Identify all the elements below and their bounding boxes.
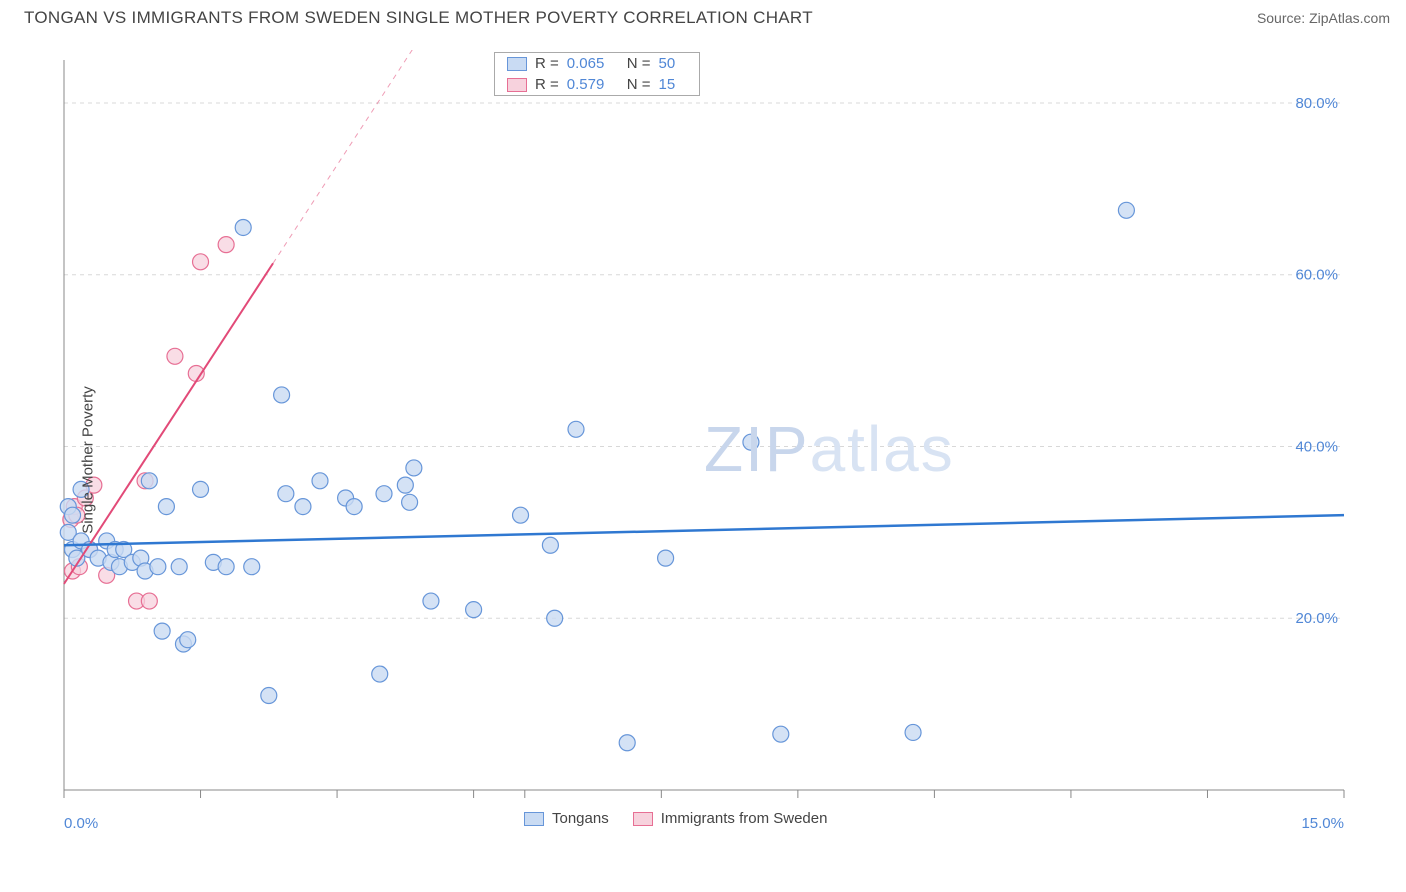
svg-text:20.0%: 20.0%: [1295, 610, 1338, 627]
chart-title: TONGAN VS IMMIGRANTS FROM SWEDEN SINGLE …: [24, 8, 813, 28]
legend-row: R =0.579N =15: [495, 74, 699, 95]
svg-text:15.0%: 15.0%: [1301, 815, 1344, 832]
chart-container: Single Mother Poverty 20.0% 40.0% 60.0% 80.…: [24, 50, 1384, 870]
legend-row: R =0.065N =50: [495, 53, 699, 74]
legend-item: Tongans: [524, 810, 609, 827]
svg-text:60.0%: 60.0%: [1295, 267, 1338, 284]
legend-series: Tongans Immigrants from Sweden: [524, 810, 827, 827]
scatter-plot: 20.0% 40.0% 60.0% 80.0% 0.0% 15.0%: [24, 50, 1384, 850]
header: TONGAN VS IMMIGRANTS FROM SWEDEN SINGLE …: [0, 0, 1406, 36]
y-axis-label: Single Mother Poverty: [79, 386, 96, 534]
legend-item: Immigrants from Sweden: [633, 810, 828, 827]
svg-text:40.0%: 40.0%: [1295, 438, 1338, 455]
legend-correlation: R =0.065N =50R =0.579N =15: [494, 52, 700, 96]
svg-text:0.0%: 0.0%: [64, 815, 98, 832]
source-label: Source: ZipAtlas.com: [1257, 10, 1390, 26]
svg-text:80.0%: 80.0%: [1295, 95, 1338, 112]
